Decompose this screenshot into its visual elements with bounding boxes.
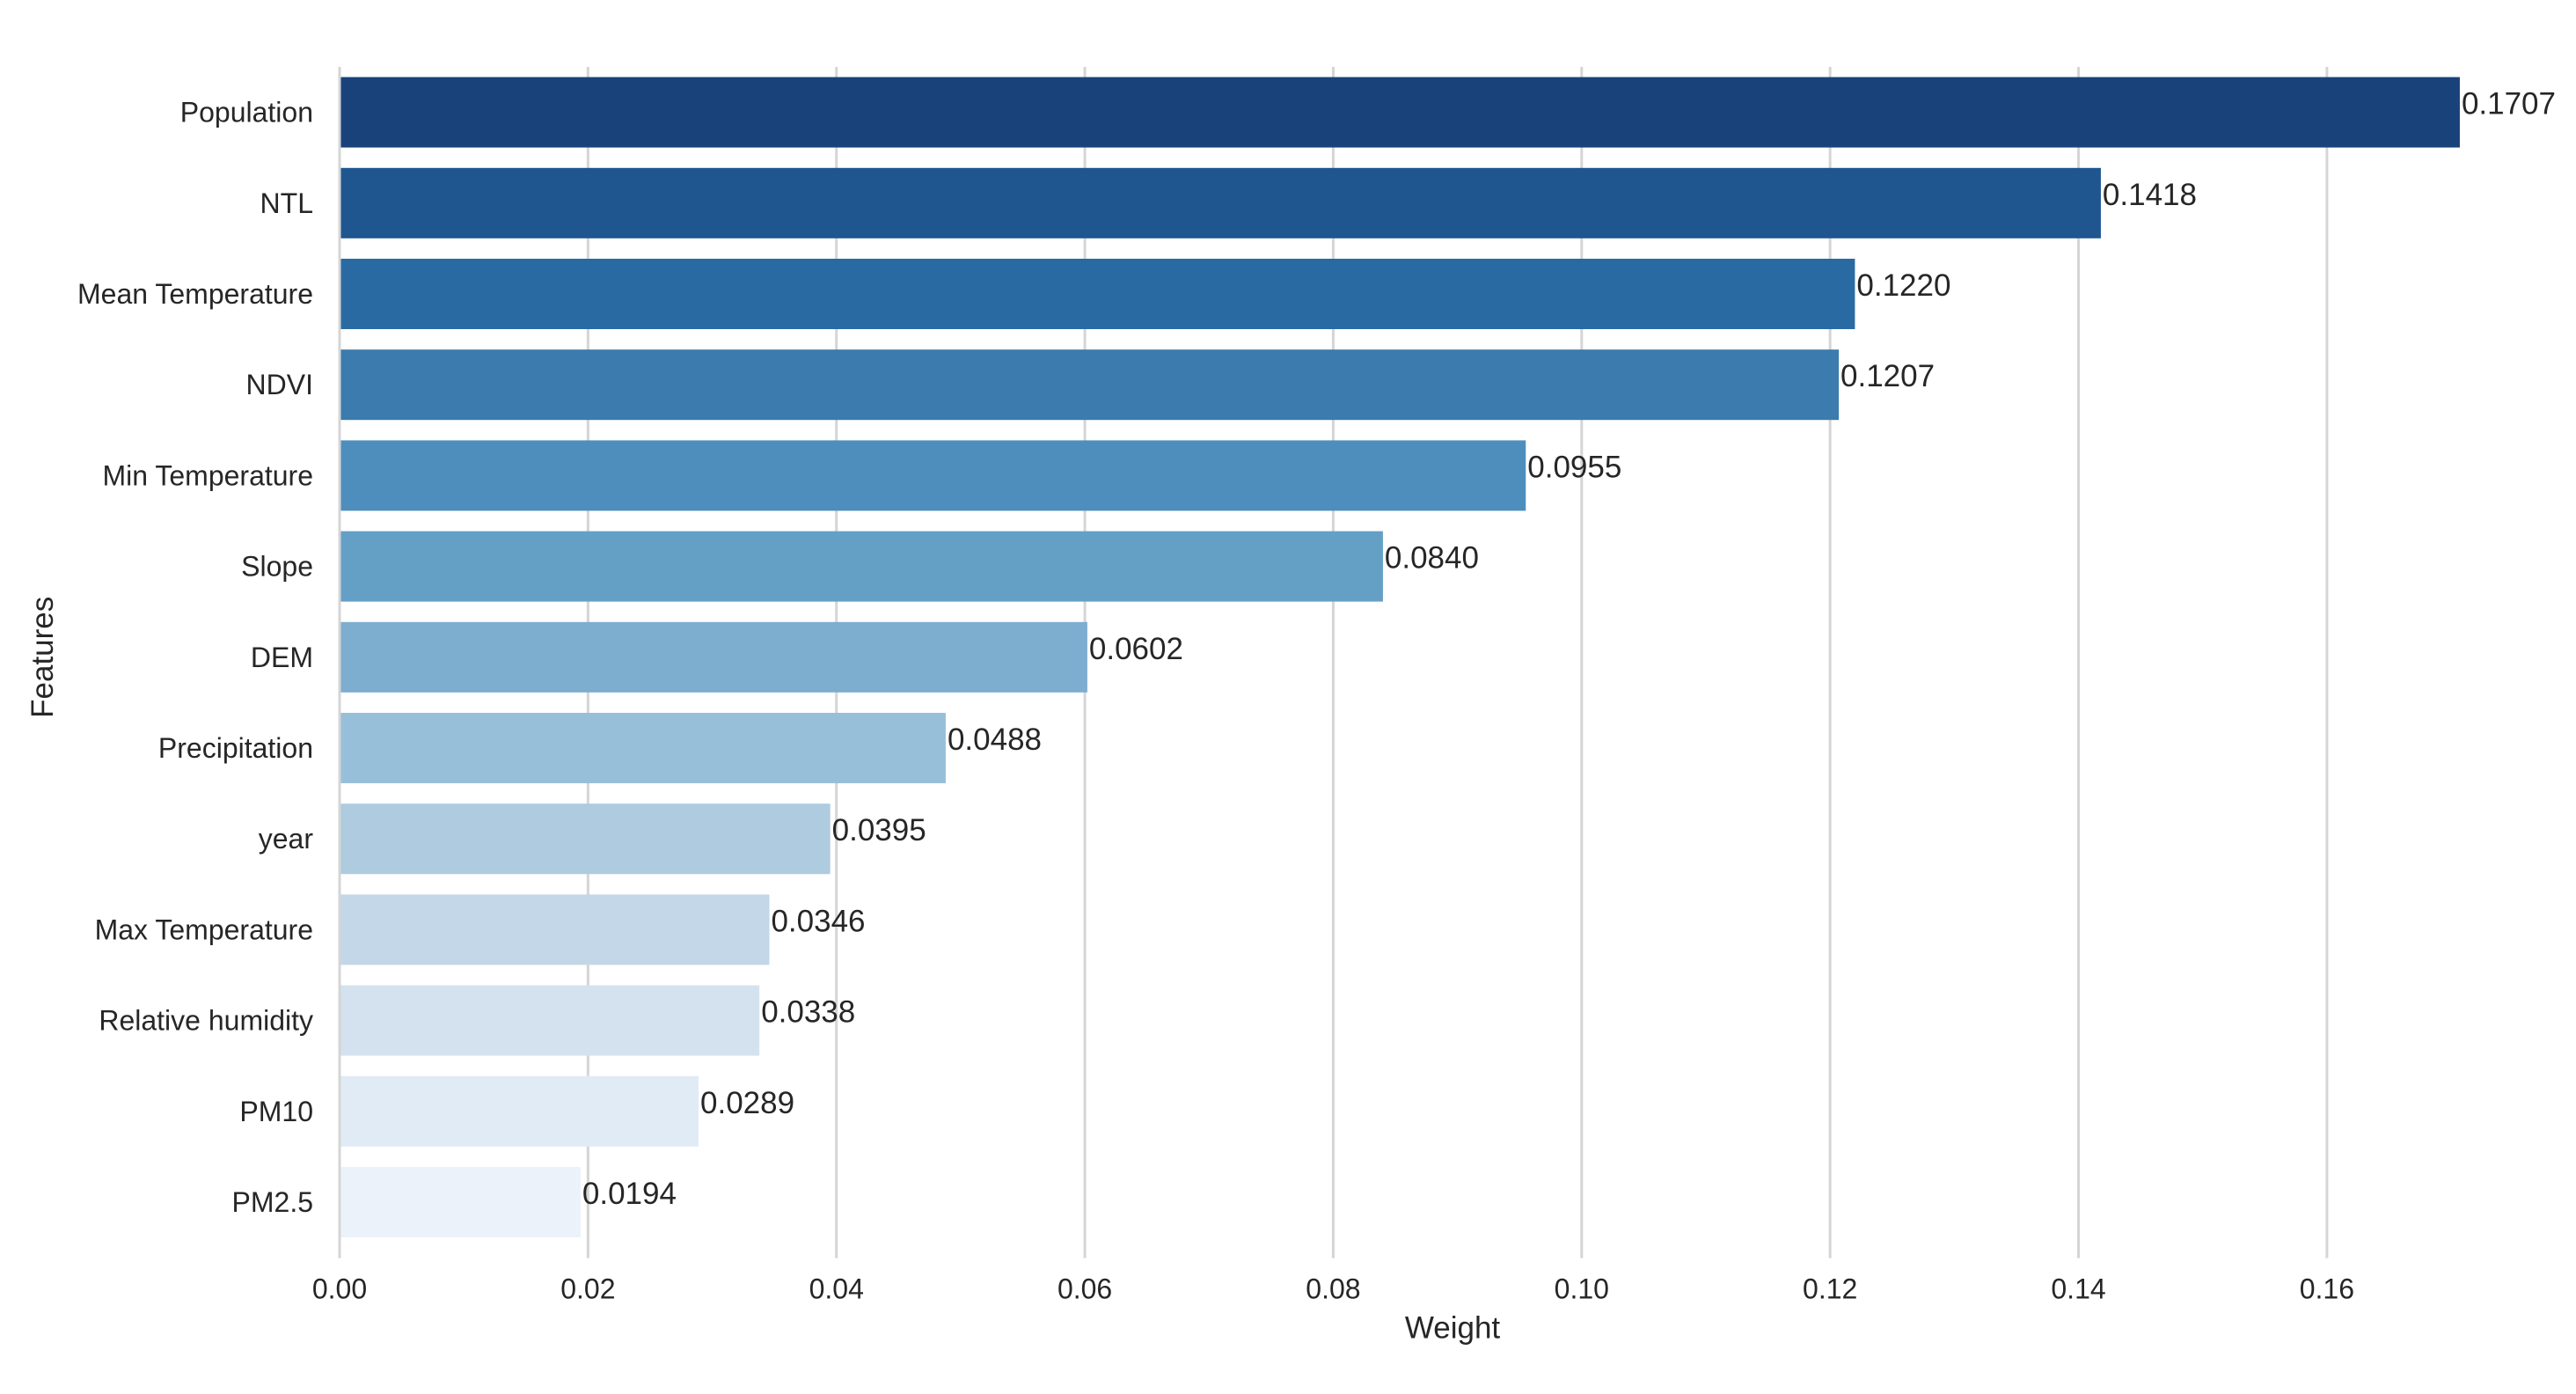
- y-tick-label: DEM: [251, 642, 313, 673]
- bar: [340, 713, 946, 783]
- y-axis-title: Features: [26, 597, 60, 718]
- bar-value-label: 0.0840: [1385, 541, 1479, 576]
- y-tick-label: NDVI: [246, 369, 313, 400]
- y-tick-label: NTL: [260, 187, 313, 219]
- bar: [340, 985, 760, 1056]
- bar-value-label: 0.0602: [1089, 632, 1183, 666]
- x-tick-label: 0.16: [2300, 1273, 2354, 1305]
- bar: [340, 440, 1526, 511]
- bar-layer: [340, 77, 2460, 1237]
- y-tick-label: Mean Temperature: [77, 278, 313, 310]
- y-tick-label: PM2.5: [232, 1186, 313, 1218]
- bar-value-label: 0.0955: [1527, 450, 1621, 484]
- y-tick-label: year: [259, 823, 314, 855]
- x-tick-label: 0.02: [560, 1273, 615, 1305]
- bar-value-label: 0.1418: [2103, 178, 2197, 212]
- x-tick-label: 0.08: [1306, 1273, 1360, 1305]
- bar: [340, 894, 770, 965]
- bar-value-label: 0.0346: [771, 904, 865, 938]
- x-tick-label: 0.06: [1057, 1273, 1112, 1305]
- bar-value-label: 0.0395: [832, 813, 926, 847]
- bar: [340, 167, 2101, 238]
- bar-value-label: 0.0488: [948, 723, 1042, 757]
- y-tick-label: Min Temperature: [102, 459, 313, 491]
- x-tick-label: 0.04: [809, 1273, 864, 1305]
- bar: [340, 349, 1840, 421]
- bar-value-label: 0.0194: [582, 1177, 677, 1211]
- bar-value-label: 0.1207: [1841, 359, 1935, 393]
- bar-value-label: 0.0289: [700, 1086, 794, 1120]
- bar-value-label: 0.1707: [2462, 87, 2556, 121]
- bar: [340, 621, 1087, 693]
- y-tick-label: Relative humidity: [99, 1005, 313, 1037]
- y-tick-label: Slope: [241, 551, 313, 583]
- bar: [340, 803, 831, 875]
- bar: [340, 77, 2460, 148]
- y-tick-label: Precipitation: [158, 732, 313, 764]
- x-tick-label: 0.12: [1803, 1273, 1857, 1305]
- bar: [340, 1167, 581, 1237]
- x-tick-label: 0.10: [1555, 1273, 1609, 1305]
- y-tick-label: Max Temperature: [95, 913, 313, 945]
- bar: [340, 1075, 699, 1147]
- y-tick-label: PM10: [239, 1096, 313, 1127]
- bar: [340, 259, 1855, 329]
- bar-value-label: 0.1220: [1856, 268, 1950, 303]
- x-tick-label: 0.14: [2051, 1273, 2105, 1305]
- bar-value-label: 0.0338: [761, 995, 855, 1030]
- y-tick-label: Population: [180, 97, 313, 128]
- bar: [340, 531, 1383, 602]
- label-layer: 0.00 0.02 0.04 0.06 0.08 0.10 0.12 0.14 0.16 Popu…: [77, 87, 2556, 1305]
- x-tick-label: 0.00: [312, 1273, 367, 1305]
- x-axis-title: Weight: [1405, 1311, 1501, 1346]
